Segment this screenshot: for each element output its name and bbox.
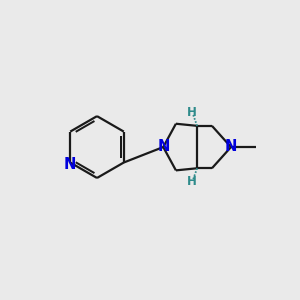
Text: N: N [158, 139, 170, 154]
Text: N: N [64, 158, 76, 172]
Text: H: H [187, 176, 197, 188]
Text: H: H [187, 106, 197, 119]
Text: N: N [225, 139, 237, 154]
